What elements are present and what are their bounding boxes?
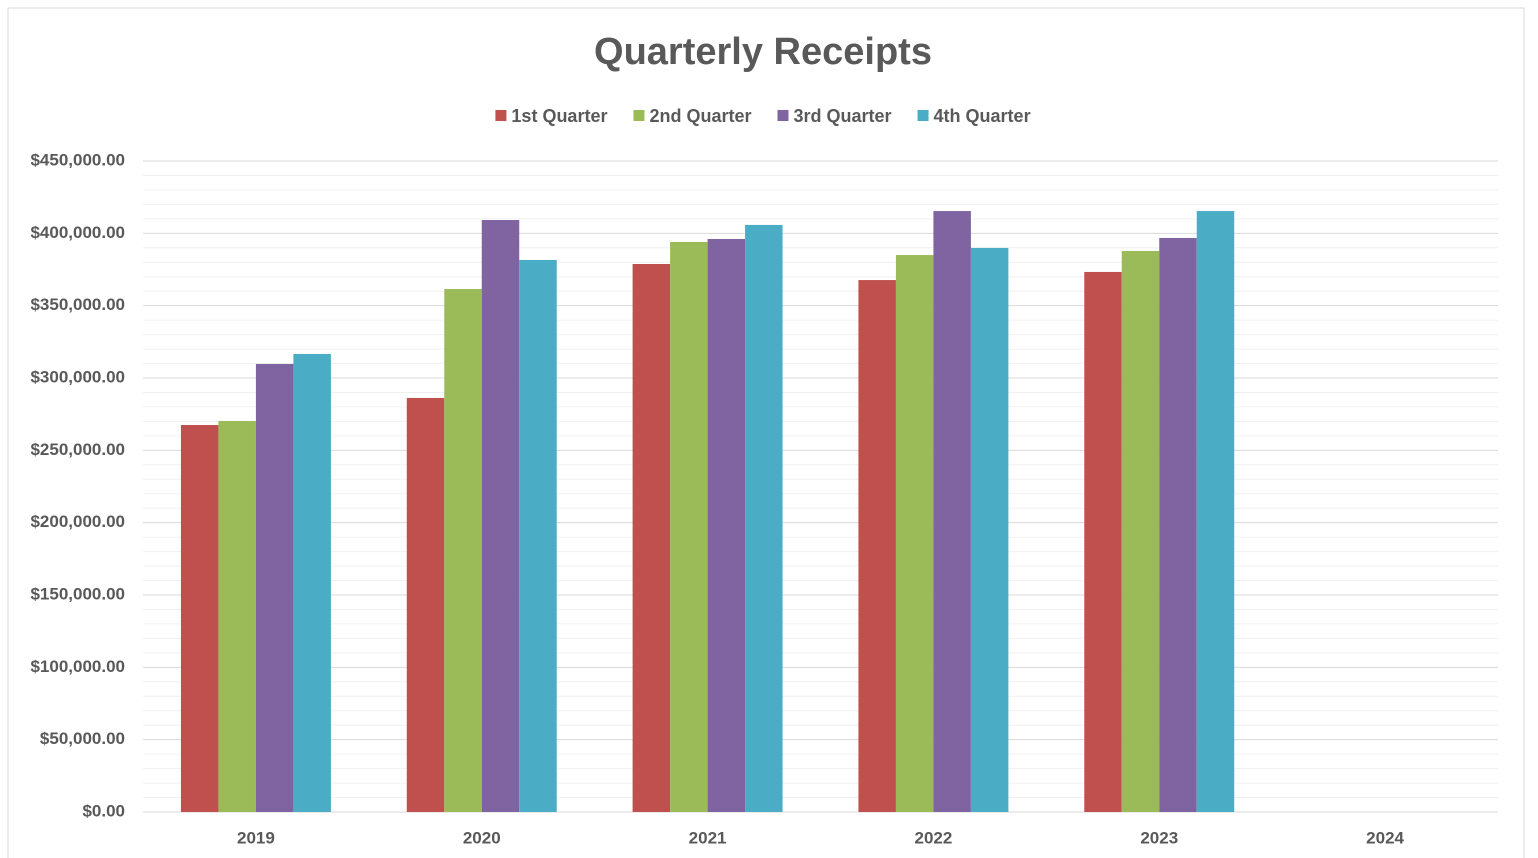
x-tick-label: 2020 xyxy=(463,828,501,847)
x-tick-label: 2021 xyxy=(689,828,727,847)
y-tick-label: $0.00 xyxy=(82,801,125,820)
legend-swatch xyxy=(917,110,929,121)
legend-swatch xyxy=(495,110,507,121)
legend-label: 4th Quarter xyxy=(934,106,1031,126)
y-tick-label: $350,000.00 xyxy=(30,295,125,314)
legend-label: 3rd Quarter xyxy=(794,106,892,126)
bar xyxy=(255,363,294,812)
y-tick-label: $400,000.00 xyxy=(30,223,125,242)
y-tick-label: $250,000.00 xyxy=(30,440,125,459)
bar xyxy=(406,397,445,812)
legend-swatch xyxy=(777,110,789,121)
y-tick-label: $450,000.00 xyxy=(30,150,125,169)
bar xyxy=(970,247,1009,812)
bar xyxy=(632,264,671,812)
bar xyxy=(745,224,783,812)
y-tick-label: $50,000.00 xyxy=(40,729,125,748)
bar xyxy=(1159,237,1197,813)
chart-title: Quarterly Receipts xyxy=(594,31,932,73)
bar xyxy=(933,211,971,812)
bar xyxy=(444,289,482,812)
bar xyxy=(670,242,708,813)
bar xyxy=(895,255,934,813)
x-tick-label: 2022 xyxy=(915,828,953,847)
x-tick-label: 2023 xyxy=(1140,828,1178,847)
bar xyxy=(180,425,219,812)
y-tick-label: $200,000.00 xyxy=(30,512,125,531)
y-tick-label: $150,000.00 xyxy=(30,584,125,603)
legend-label: 1st Quarter xyxy=(511,106,607,126)
bar xyxy=(1121,250,1160,812)
legend-label: 2nd Quarter xyxy=(649,106,751,126)
bar xyxy=(707,238,746,812)
x-tick-label: 2019 xyxy=(237,828,275,847)
bar xyxy=(293,353,331,812)
bar xyxy=(858,280,896,812)
bar xyxy=(218,420,256,812)
bar xyxy=(481,220,520,813)
y-tick-label: $300,000.00 xyxy=(30,367,125,386)
bar xyxy=(519,259,557,812)
bar xyxy=(1196,211,1235,812)
legend-swatch xyxy=(633,110,645,121)
y-tick-label: $100,000.00 xyxy=(30,657,125,676)
bar xyxy=(1084,271,1122,812)
x-tick-label: 2024 xyxy=(1366,828,1404,847)
